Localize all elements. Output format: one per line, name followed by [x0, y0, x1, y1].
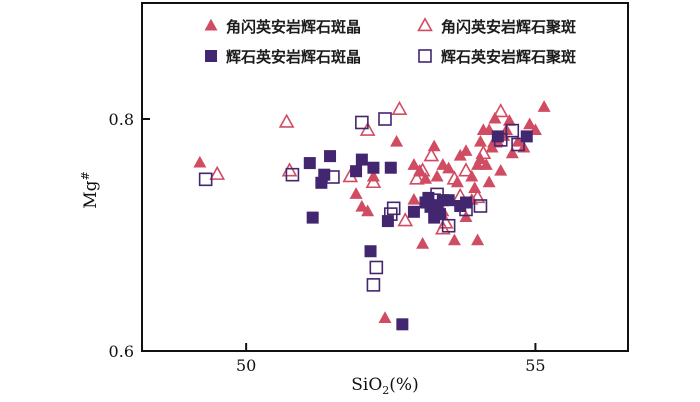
point-series2-2	[278, 113, 295, 128]
point-series4-2	[285, 167, 300, 182]
point-series1-6	[378, 311, 392, 323]
point-series1-39	[523, 117, 537, 130]
point-series2-7	[391, 100, 408, 115]
axis-ticks	[142, 118, 537, 352]
point-series3-2	[306, 211, 319, 224]
legend-label-1: 角闪英安岩辉石斑晶	[226, 18, 361, 36]
point-series1-24	[471, 233, 485, 246]
plot-frame	[141, 2, 629, 352]
point-series4-9	[386, 201, 401, 216]
point-series4-18	[511, 137, 525, 152]
point-series3-13	[407, 205, 420, 218]
x-axis-label: SiO2(%)	[351, 375, 418, 397]
point-series3-12	[396, 318, 409, 331]
point-series1-16	[442, 161, 456, 174]
point-series2-10	[423, 147, 440, 162]
point-series2-6	[365, 173, 382, 189]
point-series4-7	[378, 112, 392, 126]
legend-marker-open-square	[418, 49, 432, 63]
point-series3-8	[364, 245, 377, 258]
point-series2-15	[458, 162, 474, 177]
y-tick-label-0.8: 0.8	[109, 110, 134, 129]
legend: 角闪英安岩辉石斑晶 角闪英安岩辉石聚斑 辉石英安岩辉石斑晶 辉石英安岩辉石聚斑	[204, 17, 576, 66]
point-series3-22	[460, 196, 472, 209]
point-series3-10	[381, 215, 394, 228]
point-series1-8	[407, 158, 421, 170]
point-series4-12	[430, 187, 444, 202]
point-series1-10	[416, 237, 430, 249]
legend-marker-filled-triangle	[204, 18, 218, 31]
legend-label-2: 角闪英安岩辉石聚斑	[441, 18, 576, 36]
point-series1-13	[427, 139, 441, 152]
point-series2-8	[397, 212, 414, 227]
point-series3-25	[428, 211, 441, 224]
legend-label-4: 辉石英安岩辉石聚斑	[441, 48, 576, 66]
point-series3-23	[491, 130, 504, 143]
point-series4-15	[473, 199, 488, 213]
point-series1-26	[473, 134, 487, 147]
point-series3-11	[384, 161, 397, 174]
point-series2-21	[475, 144, 492, 160]
y-tick-label-0.6: 0.6	[109, 342, 134, 361]
point-series1-41	[537, 100, 551, 112]
point-series2-3	[281, 162, 298, 177]
point-series3-6	[350, 165, 363, 178]
point-series1-14	[430, 169, 444, 182]
legend-marker-filled-triangle	[204, 18, 218, 31]
point-series1-23	[468, 181, 482, 194]
point-series1-7	[390, 134, 404, 147]
point-series1-33	[494, 163, 508, 176]
point-series3-5	[324, 150, 337, 163]
x-tick-label-50: 50	[236, 356, 256, 375]
point-series1-4	[361, 204, 375, 217]
point-series1-2	[349, 187, 363, 199]
point-series2-18	[492, 103, 509, 118]
y-axis-label: Mg#	[79, 171, 101, 209]
point-series3-7	[355, 153, 368, 166]
svg-text:Mg#: Mg#	[79, 171, 101, 209]
x-tick-label-55: 55	[525, 356, 545, 375]
point-series1-21	[459, 144, 473, 156]
point-series2-9	[414, 162, 431, 177]
point-series3-24	[520, 130, 533, 143]
point-series3-20	[442, 194, 455, 207]
point-series4-14	[459, 202, 473, 217]
legend-marker-open-triangle	[417, 17, 433, 32]
point-series4-13	[441, 218, 456, 233]
point-series1-36	[505, 146, 519, 159]
point-series4-1	[198, 172, 213, 187]
point-series2-1	[209, 165, 226, 180]
point-series1-29	[482, 175, 496, 188]
point-series1-17	[447, 233, 461, 246]
point-series4-6	[369, 260, 384, 275]
point-series2-14	[446, 170, 463, 185]
point-series2-19	[408, 170, 425, 185]
legend-marker-open-square	[418, 49, 432, 63]
point-series4-3	[326, 170, 340, 184]
point-series3-1	[303, 157, 316, 170]
point-series1-45	[407, 192, 421, 205]
point-series4-16	[493, 133, 508, 147]
legend-marker-open-triangle	[417, 17, 433, 32]
point-series4-17	[505, 123, 520, 138]
point-series1-47	[502, 114, 516, 126]
data-points	[193, 100, 551, 331]
point-series4-4	[355, 115, 369, 130]
point-series1-37	[511, 134, 525, 147]
legend-marker-filled-square	[205, 50, 217, 62]
point-series2-16	[469, 188, 486, 204]
point-series1-31	[488, 111, 502, 124]
legend-marker-filled-square	[205, 50, 217, 62]
point-series1-3	[355, 199, 369, 212]
legend-label-3: 辉石英安岩辉石斑晶	[226, 48, 361, 66]
point-series3-9	[367, 161, 380, 174]
point-series1-1	[193, 155, 207, 168]
point-series4-5	[366, 278, 381, 292]
